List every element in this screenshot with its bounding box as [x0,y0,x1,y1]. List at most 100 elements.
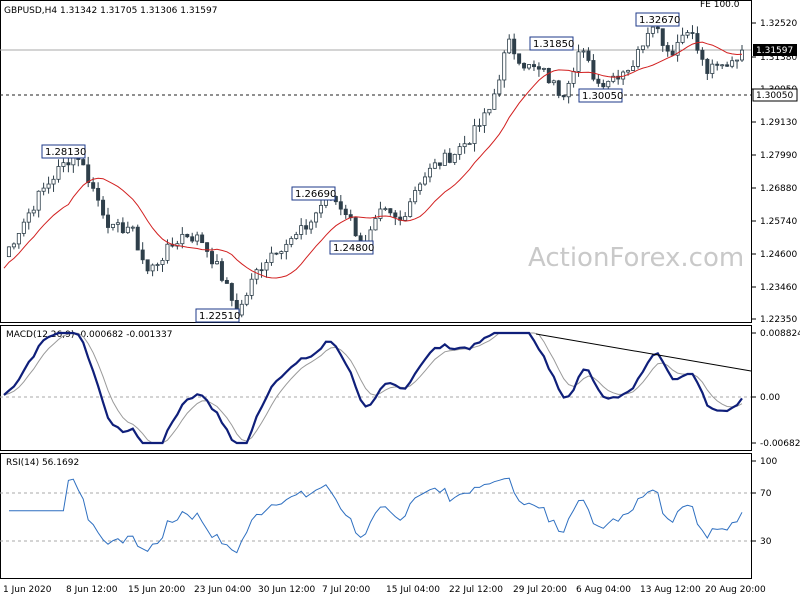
candle-body [101,199,106,216]
candle-body [452,153,457,163]
candle-body [467,143,472,145]
annotation-label: 1.28130 [45,147,86,158]
annotation-box [329,240,374,255]
candle-body [244,294,249,305]
candle-body [497,79,502,95]
candle-body [91,182,96,189]
candle-body [180,233,185,245]
candle-body [229,283,234,301]
candle-body [606,80,611,88]
candle-body [442,152,447,166]
candle-body [472,125,477,144]
candle-body [46,183,51,189]
y-tick: 1.32520 [760,19,797,29]
candle-body [571,70,576,84]
candle-body [373,218,378,231]
candle-body [294,234,299,239]
candle-body [299,225,304,235]
candle-body [145,259,150,272]
candle-body [616,75,621,80]
x-tick: 15 Jul 04:00 [386,585,440,595]
candle-body [393,212,398,218]
candle-body [403,216,408,221]
candle-body [239,303,244,316]
candle-body [700,49,705,60]
candle-body [195,234,200,242]
candle-body [556,80,561,96]
candle-body [36,190,41,211]
candle-body [309,221,314,230]
y-tick: 1.29130 [760,118,797,128]
candle-body [16,233,21,245]
x-tick: 20 Aug 20:00 [705,585,766,595]
candle-body [110,223,115,228]
candle-body [279,251,284,254]
candle-body [517,53,522,64]
level-badge-text: 1.30050 [756,91,793,101]
candle-body [725,64,730,67]
candle-body [338,201,343,210]
x-axis: 1 Jun 2020 8 Jun 12:00 15 Jun 20:00 23 J… [3,585,766,595]
candle-body [185,233,190,238]
candle-body [601,82,606,88]
candle-body [264,262,269,271]
price-annotations: 1.28130 1.22510 1.26690 1.24800 1.31850 … [41,12,680,323]
annotation-label: 1.30050 [582,91,623,102]
candle-body [695,33,700,51]
candle-body [427,167,432,178]
candle-body [155,264,160,266]
annotation-box [529,36,574,51]
candle-body [200,234,205,244]
watermark: ActionForex.com [528,243,744,273]
candle-body [66,162,71,166]
candle-body [31,209,36,214]
candlestick-series [6,23,745,318]
x-tick: 8 Jun 12:00 [66,585,118,595]
rsi-line [9,477,743,554]
candle-body [551,80,556,84]
candle-body [720,64,725,67]
current-price-badge [753,44,797,56]
candle-body [125,226,130,234]
candle-body [6,246,11,258]
macd-panel-frame [0,325,752,451]
macd-y-axis: 0.008824 0.00 -0.006825 [751,329,800,449]
candle-body [254,269,259,280]
candle-body [576,51,581,72]
x-tick: 1 Jun 2020 [3,585,52,595]
x-tick: 23 Jun 04:00 [194,585,251,595]
candle-body [487,108,492,114]
candle-body [318,204,323,214]
candle-body [289,238,294,245]
candle-body [150,264,155,272]
candle-body [408,201,413,217]
candle-body [447,152,452,163]
candle-body [596,78,601,84]
y-tick: 0.008824 [760,329,800,339]
candle-body [86,164,91,184]
y-tick: 1.24600 [760,250,797,260]
candle-body [115,222,120,225]
candle-body [660,28,665,46]
x-tick: 30 Jun 12:00 [258,585,315,595]
annotation-label: 1.26690 [295,189,336,200]
candle-body [730,60,735,67]
y-tick: 0.00 [760,393,780,403]
candle-body [457,146,462,155]
candle-body [705,58,710,74]
y-tick: 1.31380 [760,53,797,63]
y-tick: 100 [760,457,777,467]
rsi-header: RSI(14) 56.1692 [6,458,79,468]
rsi-y-axis: 100 70 30 [751,457,777,547]
candle-body [269,252,274,263]
rsi-panel-frame [0,453,752,579]
macd-trendline [535,333,752,372]
candle-body [680,34,685,43]
y-tick: 1.23460 [760,283,797,293]
candle-body [710,63,715,74]
candle-body [160,259,165,265]
macd-signal-line [3,332,743,444]
candle-body [210,251,215,265]
candle-body [591,60,596,80]
candle-body [418,183,423,191]
